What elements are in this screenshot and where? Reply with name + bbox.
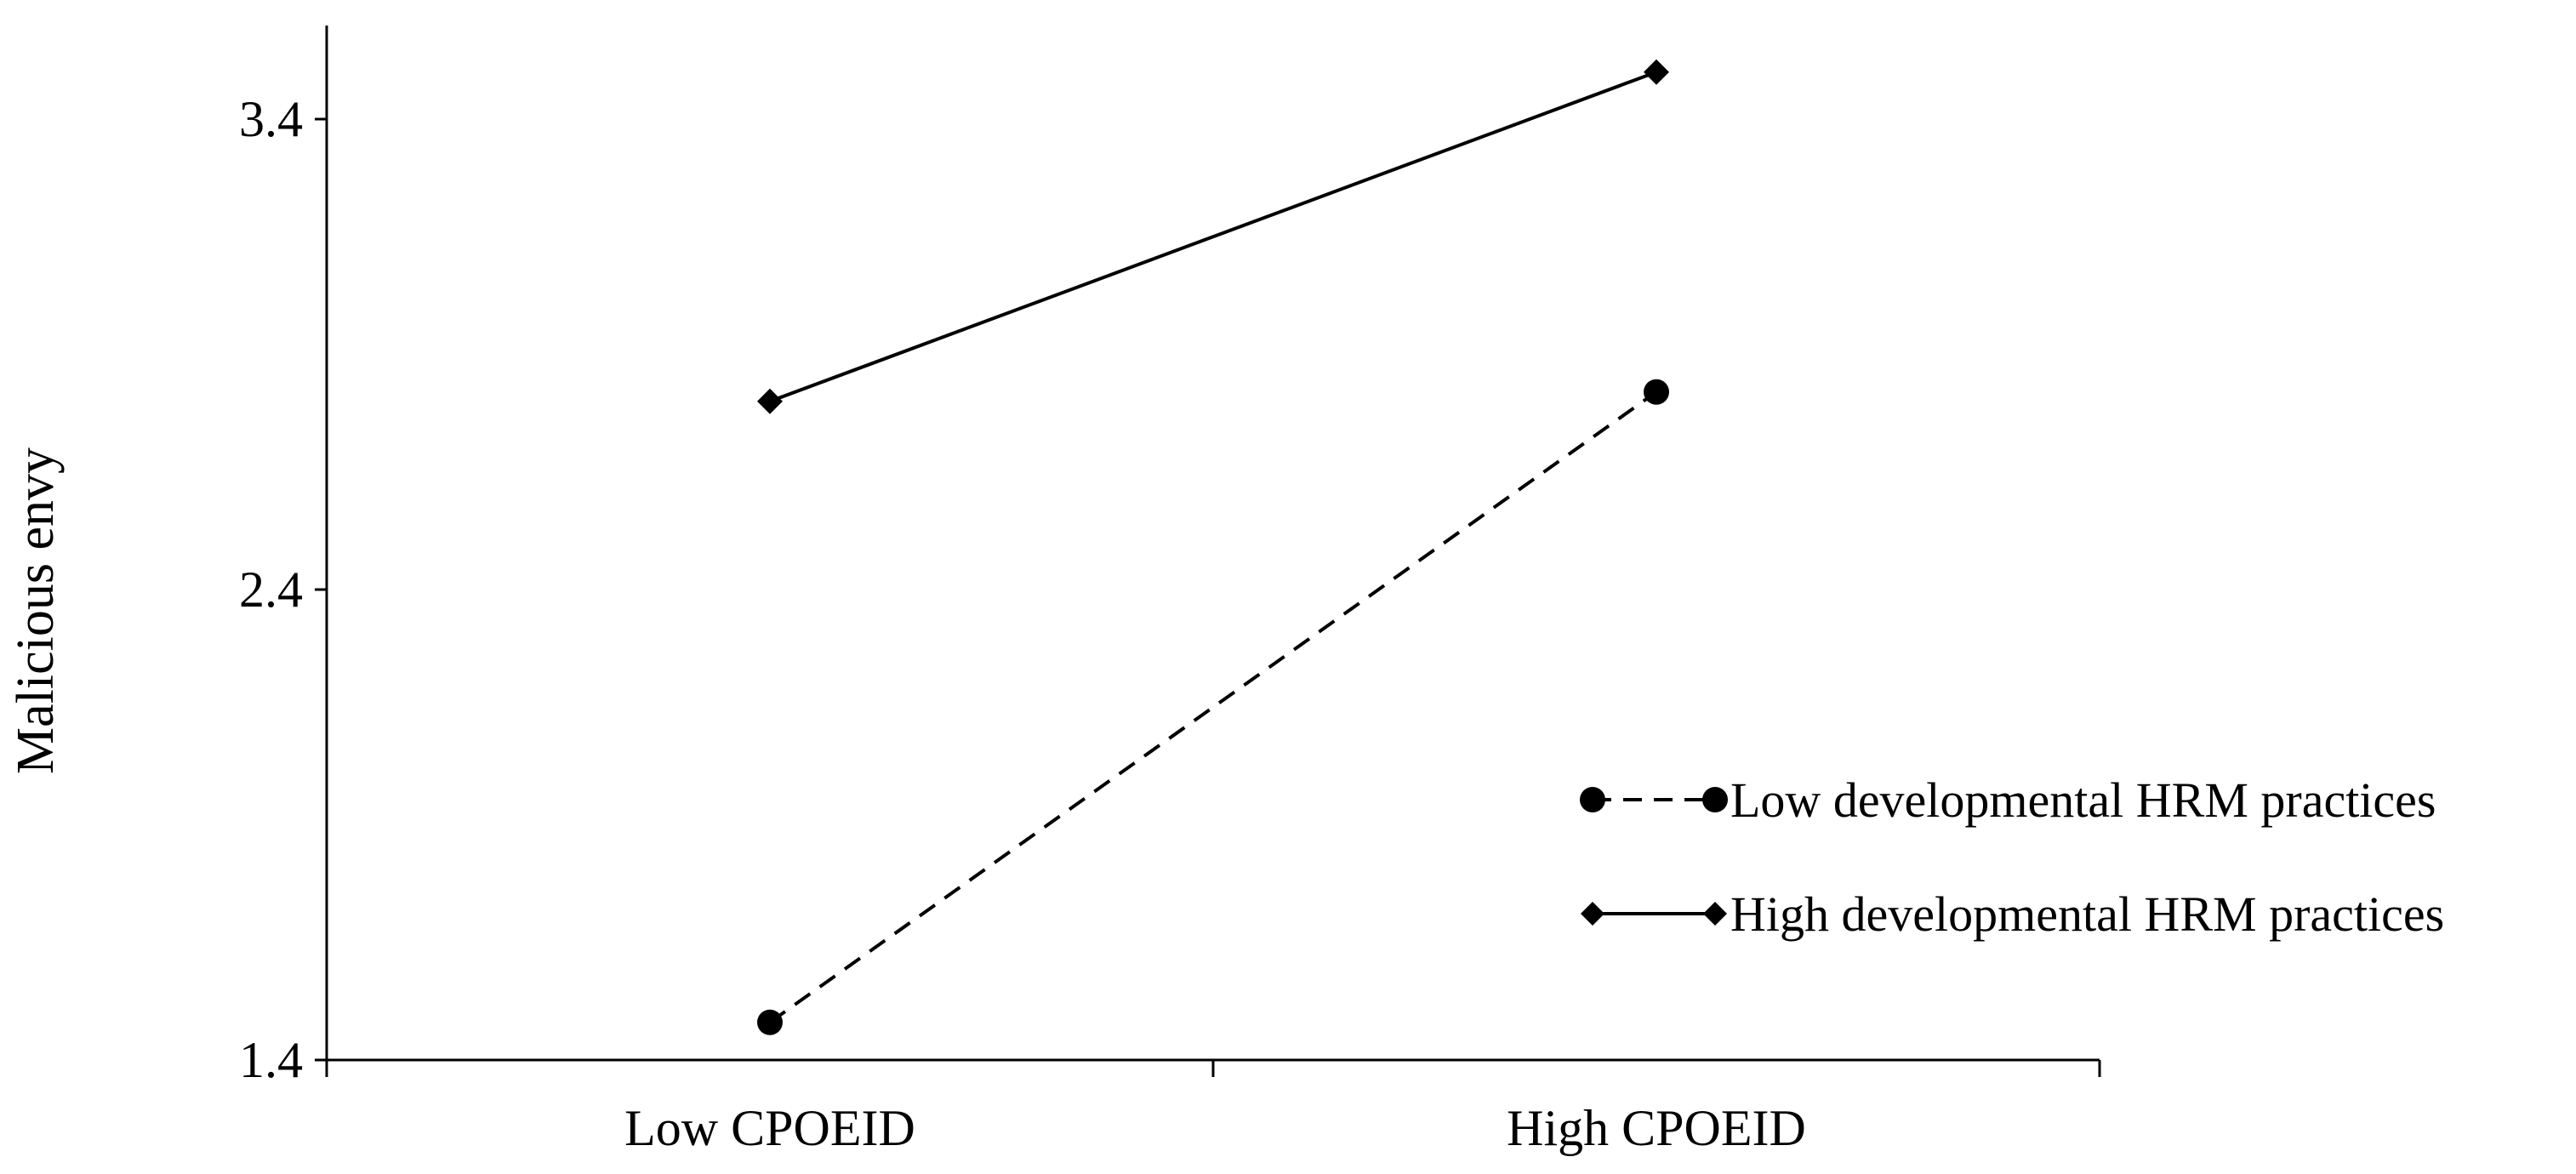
legend-marker [1581, 902, 1604, 926]
legend-label: Low developmental HRM practices [1730, 772, 2436, 828]
data-point [1644, 59, 1669, 85]
data-point [757, 388, 783, 414]
series-group [757, 59, 1669, 1035]
legend: Low developmental HRM practices High deve… [1580, 772, 2444, 942]
y-tick-label: 1.4 [239, 1032, 303, 1088]
legend-marker [1703, 902, 1727, 926]
legend-marker [1702, 787, 1728, 812]
axes [315, 26, 2101, 1077]
tick-labels: 1.4 2.4 3.4 Low CPOEID High CPOEID [239, 91, 1806, 1156]
x-tick-label: High CPOEID [1507, 1100, 1806, 1156]
data-point [1644, 379, 1669, 405]
data-point [757, 1009, 783, 1035]
series-line [769, 70, 1657, 403]
y-tick-label: 3.4 [239, 91, 303, 147]
series-line [768, 390, 1658, 1024]
legend-label: High developmental HRM practices [1730, 886, 2444, 942]
legend-marker [1580, 787, 1605, 812]
y-tick-label: 2.4 [239, 561, 303, 618]
y-axis-title: Malicious envy [7, 447, 65, 774]
x-tick-label: Low CPOEID [624, 1100, 915, 1156]
